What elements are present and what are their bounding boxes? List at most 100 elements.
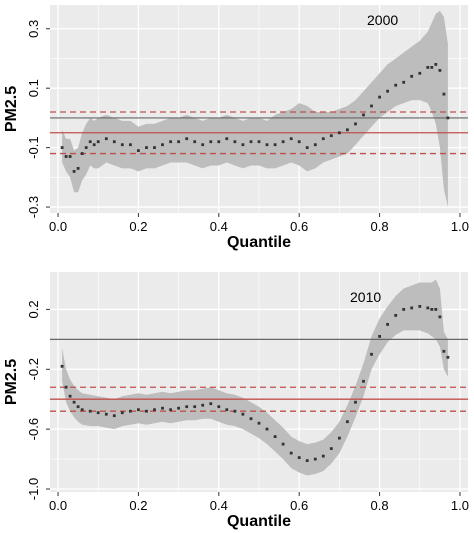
chart-2010-data-point — [257, 421, 261, 425]
chart-2010-data-point — [329, 447, 333, 450]
chart-panel-2000: 0.0 0.2 0.4 0.6 0.8 1.0 -0.3 -0.1 0.1 0.3 Quantile… — [3, 5, 469, 251]
chart-2000-data-point — [153, 146, 156, 149]
chart-2010-data-point — [426, 306, 430, 310]
chart-2000-data-point — [430, 66, 434, 69]
chart-2010-data-point — [225, 408, 229, 412]
chart-2000-y-tick-label: -0.3 — [26, 196, 41, 218]
chart-2000-data-point — [92, 143, 96, 147]
chart-2000-x-tick: 1.0 — [451, 213, 469, 234]
chart-2000-data-point — [68, 155, 72, 158]
chart-2010-data-point — [129, 409, 132, 413]
chart-2000-data-point — [249, 140, 253, 144]
chart-2010-data-point — [104, 412, 108, 416]
chart-2010-data-point — [273, 435, 277, 438]
chart-2010-x-tick-label: 0.0 — [49, 498, 67, 513]
chart-2000-data-point — [313, 143, 317, 147]
chart-2000-x-tick: 0.8 — [371, 213, 389, 234]
chart-2000-data-point — [169, 140, 172, 144]
chart-2000-data-point — [370, 104, 373, 108]
chart-2010-data-point — [402, 308, 406, 311]
chart-2000-data-point — [72, 170, 76, 173]
chart-2000-data-point — [281, 140, 285, 144]
chart-2000-data-point — [161, 143, 164, 147]
chart-2000-data-point — [64, 155, 68, 158]
chart-2000-y-tick: 0.1 — [26, 79, 50, 97]
chart-2010-data-point — [362, 379, 365, 383]
chart-2010-data-point — [442, 349, 446, 353]
chart-2010-x-tick-label: 0.2 — [129, 498, 147, 513]
chart-2000-y-tick: 0.3 — [26, 20, 50, 38]
chart-2000-x-tick-label: 0.4 — [210, 219, 228, 234]
chart-2000-data-point — [265, 143, 269, 147]
chart-2010-data-point — [378, 335, 381, 338]
chart-2010-data-point — [185, 405, 189, 409]
chart-2010-x-tick: 0.8 — [371, 492, 389, 513]
chart-2010-data-point — [386, 323, 389, 326]
chart-2010-data-point — [321, 454, 325, 458]
chart-2000-x-tick-label: 0.0 — [49, 219, 67, 234]
chart-2000-data-point — [233, 140, 237, 144]
chart-2010-x-tick-label: 0.6 — [290, 498, 308, 513]
chart-2010-y-tick: -0.2 — [26, 358, 50, 380]
chart-2010-data-point — [145, 409, 148, 413]
chart-2010-x-tick: 0.0 — [49, 492, 67, 513]
chart-2000-data-point — [201, 143, 205, 147]
chart-2000-x-tick: 0.0 — [49, 213, 67, 234]
chart-2000-data-point — [346, 128, 349, 132]
chart-2000-confidence-band — [62, 10, 448, 208]
chart-2000-data-point — [438, 69, 442, 72]
chart-2000-x-tick-label: 0.8 — [371, 219, 389, 234]
chart-2010-data-point — [289, 451, 293, 455]
chart-2000-data-point — [137, 149, 140, 152]
chart-2010-data-point — [281, 442, 285, 446]
chart-2000-data-point — [129, 143, 132, 147]
chart-2010-x-tick-label: 0.8 — [371, 498, 389, 513]
chart-2010-year-annotation: 2010 — [350, 289, 381, 305]
chart-2000-y-tick: -0.1 — [26, 136, 50, 159]
chart-2000-data-point — [84, 146, 88, 149]
chart-2010-data-point — [76, 405, 80, 409]
chart-2010-data-point — [418, 305, 422, 308]
chart-2000-data-point — [193, 140, 197, 144]
chart-2000-data-point — [289, 137, 293, 141]
chart-2000-data-point — [217, 140, 221, 144]
chart-2000-data-point — [273, 143, 277, 147]
chart-2000-data-point — [418, 71, 422, 75]
chart-2010-data-point — [217, 405, 221, 409]
chart-2010-data-point — [209, 402, 213, 406]
chart-2000-data-point — [402, 80, 406, 84]
chart-2000-data-point — [338, 131, 341, 135]
chart-2010-data-point — [60, 364, 64, 368]
chart-2010-data-point — [96, 411, 100, 415]
chart-2010-data-point — [249, 417, 253, 421]
chart-2000-data-point — [329, 134, 333, 138]
chart-2010-data-point — [338, 436, 341, 440]
chart-2010-data-point — [137, 408, 140, 412]
chart-2000-data-point — [177, 140, 180, 144]
chart-2000-data-point — [386, 89, 389, 93]
chart-2000-y-tick-label: -0.1 — [26, 136, 41, 158]
chart-2000-data-point — [241, 143, 245, 147]
chart-2010-x-axis-label: Quantile — [227, 513, 291, 530]
chart-2000-x-tick-label: 0.2 — [129, 219, 147, 234]
chart-2010-x-tick-label: 0.4 — [210, 498, 228, 513]
chart-2010-data-point — [68, 394, 72, 398]
chart-2010-data-point — [88, 409, 92, 413]
chart-2000-y-tick: -0.3 — [26, 196, 50, 218]
chart-2000-y-axis-label: PM2.5 — [3, 86, 20, 132]
chart-2000-year-annotation: 2000 — [367, 12, 398, 28]
chart-2010-data-point — [446, 355, 450, 359]
chart-2000-data-point — [60, 146, 64, 149]
chart-2010-data-point — [193, 405, 197, 409]
chart-2010-data-point — [297, 456, 301, 459]
chart-2000-data-point — [446, 116, 450, 120]
chart-2010-data-point — [394, 314, 398, 317]
chart-2000-data-point — [394, 83, 398, 87]
chart-2000-x-tick-label: 0.6 — [290, 219, 308, 234]
chart-2010-data-point — [438, 315, 442, 319]
chart-2010-y-tick-label: -1.0 — [26, 478, 41, 500]
chart-2000-data-point — [104, 137, 108, 141]
chart-2000-x-axis-label: Quantile — [227, 234, 291, 251]
chart-2010-data-point — [305, 459, 309, 462]
